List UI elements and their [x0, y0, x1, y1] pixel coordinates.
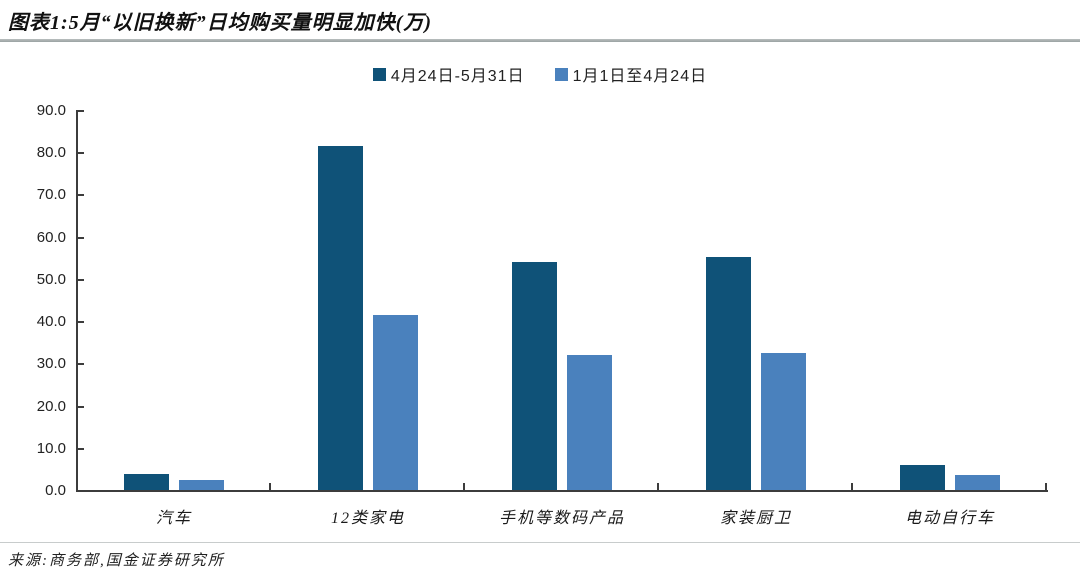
x-tick-mark — [851, 483, 853, 491]
y-tick-mark — [77, 405, 84, 408]
legend-label-series2: 1月1日至4月24日 — [572, 68, 708, 85]
bar-series2-category5 — [955, 474, 1000, 491]
y-tick-label: 50.0 — [36, 270, 66, 288]
y-tick-mark — [77, 447, 84, 450]
footer-separator-rule — [0, 542, 1080, 543]
bar-series1-category2 — [318, 146, 363, 491]
y-tick-label: 20.0 — [36, 397, 66, 415]
y-tick-mark — [77, 321, 84, 324]
y-tick-label: 70.0 — [36, 186, 66, 204]
x-tick-mark — [269, 483, 271, 491]
bar-series1-category5 — [900, 464, 945, 491]
bar-series2-category4 — [761, 352, 806, 491]
y-tick-label: 0.0 — [45, 482, 66, 499]
bar-series2-category3 — [567, 355, 612, 491]
y-tick-mark — [77, 194, 84, 197]
x-tick-mark — [1045, 483, 1047, 491]
bar-series1-category1 — [124, 474, 169, 491]
bar-series1-category3 — [512, 261, 557, 491]
x-category-label: 手机等数码产品 — [498, 510, 625, 527]
y-tick-label: 60.0 — [36, 228, 66, 246]
y-tick-mark — [77, 278, 84, 281]
y-tick-mark — [77, 110, 84, 112]
x-tick-mark — [463, 483, 465, 491]
bar-series1-category4 — [706, 256, 751, 491]
chart-legend: 4月24日-5月31日 1月1日至4月24日 — [0, 62, 1080, 86]
legend-item-series1: 4月24日-5月31日 — [372, 62, 525, 86]
x-category-label: 汽车 — [155, 510, 192, 527]
x-tick-mark — [657, 483, 659, 491]
y-tick-mark — [77, 152, 84, 155]
y-tick-label: 80.0 — [36, 144, 66, 162]
x-category-label: 家装厨卫 — [719, 510, 792, 527]
bar-series2-category2 — [373, 314, 418, 491]
x-category-label: 电动自行车 — [904, 510, 995, 527]
legend-swatch-series1-icon — [372, 67, 386, 81]
title-separator-rule — [0, 39, 1080, 42]
legend-swatch-series2-icon — [554, 67, 568, 81]
source-note: 来源:商务部,国金证券研究所 — [8, 553, 225, 569]
x-axis-labels: 汽车 12类家电 手机等数码产品 家装厨卫 电动自行车 — [77, 498, 1047, 530]
bar-series2-category1 — [179, 480, 224, 491]
y-tick-label: 10.0 — [36, 439, 66, 457]
y-tick-label: 90.0 — [36, 102, 66, 119]
y-tick-label: 40.0 — [36, 313, 66, 331]
plot-area — [77, 110, 1047, 491]
y-tick-mark — [77, 236, 84, 239]
legend-label-series1: 4月24日-5月31日 — [390, 68, 525, 85]
y-tick-mark — [77, 363, 84, 366]
x-category-label: 12类家电 — [330, 510, 405, 527]
y-axis-line — [76, 110, 78, 492]
y-tick-label: 30.0 — [36, 355, 66, 373]
chart-title: 图表1:5月“以旧换新”日均购买量明显加快(万) — [8, 12, 432, 34]
y-axis-labels: 0.0 10.0 20.0 30.0 40.0 50.0 60.0 70.0 80.0 90.0 — [0, 102, 66, 499]
legend-item-series2: 1月1日至4月24日 — [554, 62, 708, 86]
x-axis-line — [76, 490, 1048, 492]
